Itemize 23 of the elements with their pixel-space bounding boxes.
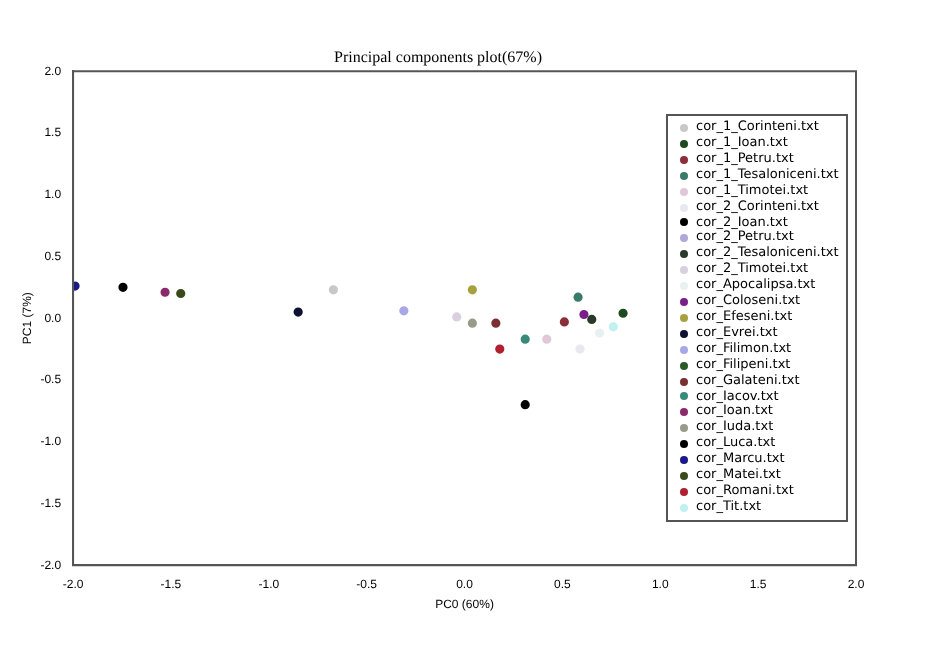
point xyxy=(587,314,597,325)
point xyxy=(579,309,589,320)
point xyxy=(452,312,462,322)
point xyxy=(328,285,338,295)
point xyxy=(118,282,128,292)
point xyxy=(594,328,605,338)
point xyxy=(293,307,303,317)
point xyxy=(467,318,477,328)
point xyxy=(399,306,409,316)
point xyxy=(559,317,569,327)
point xyxy=(73,281,80,291)
point xyxy=(467,285,477,295)
point xyxy=(176,288,186,299)
point xyxy=(160,287,170,297)
point xyxy=(542,334,552,344)
point xyxy=(608,322,618,332)
chart-title: Principal components plot(67%) xyxy=(334,47,543,66)
point xyxy=(491,318,501,328)
point xyxy=(618,308,628,318)
point xyxy=(520,400,530,410)
point xyxy=(573,292,583,302)
point xyxy=(495,344,505,354)
point xyxy=(520,334,530,344)
